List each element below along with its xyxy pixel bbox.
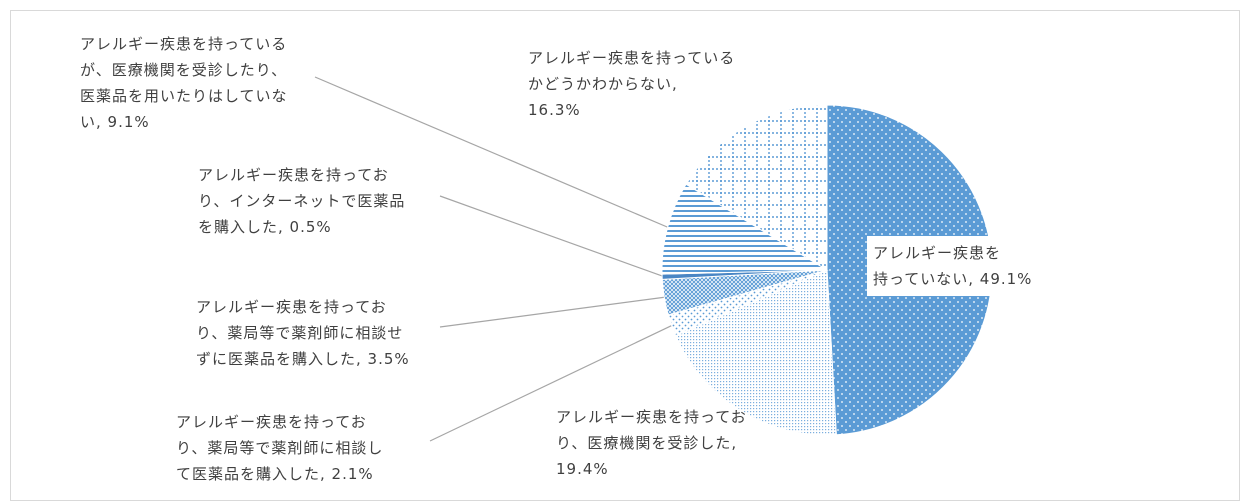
data-label-not-allergic: アレルギー疾患を持っていない, 49.1% (867, 236, 1039, 296)
data-label-internet: アレルギー疾患を持ってお り、インターネットで医薬品 を購入した, 0.5% (198, 162, 405, 240)
data-label-line: アレルギー疾患を持ってお (198, 166, 389, 184)
data-label-line: アレルギー疾患を持ってお (196, 298, 387, 316)
data-label-medical-visit: アレルギー疾患を持ってお り、医療機関を受診した, 19.4% (556, 404, 747, 482)
leader-line (429, 324, 674, 442)
data-label-line: かどうかわからない, (528, 75, 678, 93)
data-label-line: アレルギー疾患を持っている (80, 35, 288, 53)
data-label-line: アレルギー疾患を持ってお (176, 413, 367, 431)
leader-line (439, 195, 665, 278)
pie-slice (674, 269, 837, 436)
pie-slice (661, 183, 829, 275)
data-label-untreated: アレルギー疾患を持っている が、医療機関を受診したり、 医薬品を用いたりはしていない… (80, 31, 288, 135)
data-label-line: 19.4% (556, 460, 609, 478)
pie-slice (685, 104, 828, 271)
data-label-line: ずに医薬品を購入した, 3.5% (196, 350, 410, 368)
leader-line (439, 296, 667, 328)
data-label-line: 持っていない, 49.1% (873, 270, 1033, 288)
data-label-line: て医薬品を購入した, 2.1% (176, 465, 374, 483)
data-label-line: が、医療機関を受診したり、 (80, 61, 288, 79)
data-label-line: アレルギー疾患を持っている (528, 49, 736, 67)
data-label-line: を購入した, 0.5% (198, 218, 332, 236)
data-label-line: り、薬局等で薬剤師に相談せ (196, 324, 404, 342)
data-label-line: 医薬品を用いたりはしていな (80, 87, 288, 105)
data-label-line: アレルギー疾患を持ってお (556, 408, 747, 426)
leader-line (314, 76, 670, 229)
data-label-unknown: アレルギー疾患を持っている かどうかわからない, 16.3% (528, 45, 735, 123)
data-label-pharmacist-consult: アレルギー疾患を持ってお り、薬局等で薬剤師に相談し て医薬品を購入した, 2.1% (176, 409, 383, 487)
data-label-line: り、インターネットで医薬品 (198, 192, 406, 210)
data-label-line: り、薬局等で薬剤師に相談し (176, 439, 384, 457)
data-label-line: 16.3% (528, 101, 581, 119)
data-label-line: アレルギー疾患を (873, 244, 1002, 262)
data-label-line: い, 9.1% (80, 113, 150, 131)
data-label-no-pharmacist: アレルギー疾患を持ってお り、薬局等で薬剤師に相談せ ずに医薬品を購入した, 3.5… (196, 294, 410, 372)
data-label-line: り、医療機関を受診した, (556, 434, 738, 452)
